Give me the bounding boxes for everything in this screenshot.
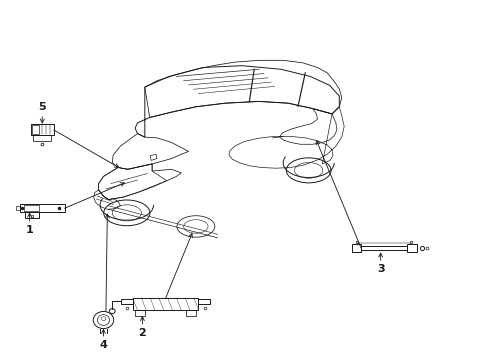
- Text: 1: 1: [26, 225, 33, 235]
- Text: 2: 2: [138, 328, 146, 338]
- Text: 4: 4: [100, 340, 107, 350]
- Text: 5: 5: [39, 102, 46, 112]
- Text: 3: 3: [376, 264, 384, 274]
